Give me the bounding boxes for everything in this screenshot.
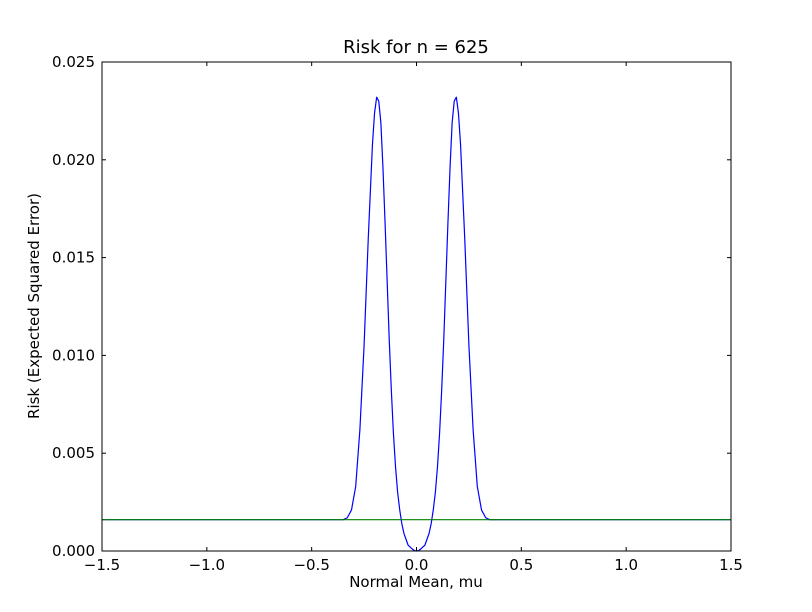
x-tick-label: −1.5 [84, 556, 120, 574]
y-tick-label: 0.025 [52, 53, 95, 71]
y-tick-label: 0.000 [52, 542, 95, 560]
x-tick-label: 0.0 [405, 556, 429, 574]
y-tick-label: 0.005 [52, 444, 95, 462]
x-axis-label: Normal Mean, mu [349, 573, 483, 591]
x-tick-label: −0.5 [293, 556, 329, 574]
chart-title: Risk for n = 625 [343, 37, 489, 58]
y-axis-label: Risk (Expected Squared Error) [25, 193, 43, 419]
x-tick-label: 0.5 [509, 556, 533, 574]
y-tick-label: 0.020 [52, 151, 95, 169]
y-tick-label: 0.015 [52, 249, 95, 267]
x-tick-label: 1.5 [719, 556, 743, 574]
x-tick-label: −1.0 [189, 556, 225, 574]
ticks-layer: −1.5 −1.0 −0.5 0.0 0.5 1.0 1.5 0.000 0.005 0.010 0… [52, 53, 743, 574]
plot-frame [101, 61, 732, 552]
x-tick-label: 1.0 [614, 556, 638, 574]
y-tick-label: 0.010 [52, 346, 95, 364]
